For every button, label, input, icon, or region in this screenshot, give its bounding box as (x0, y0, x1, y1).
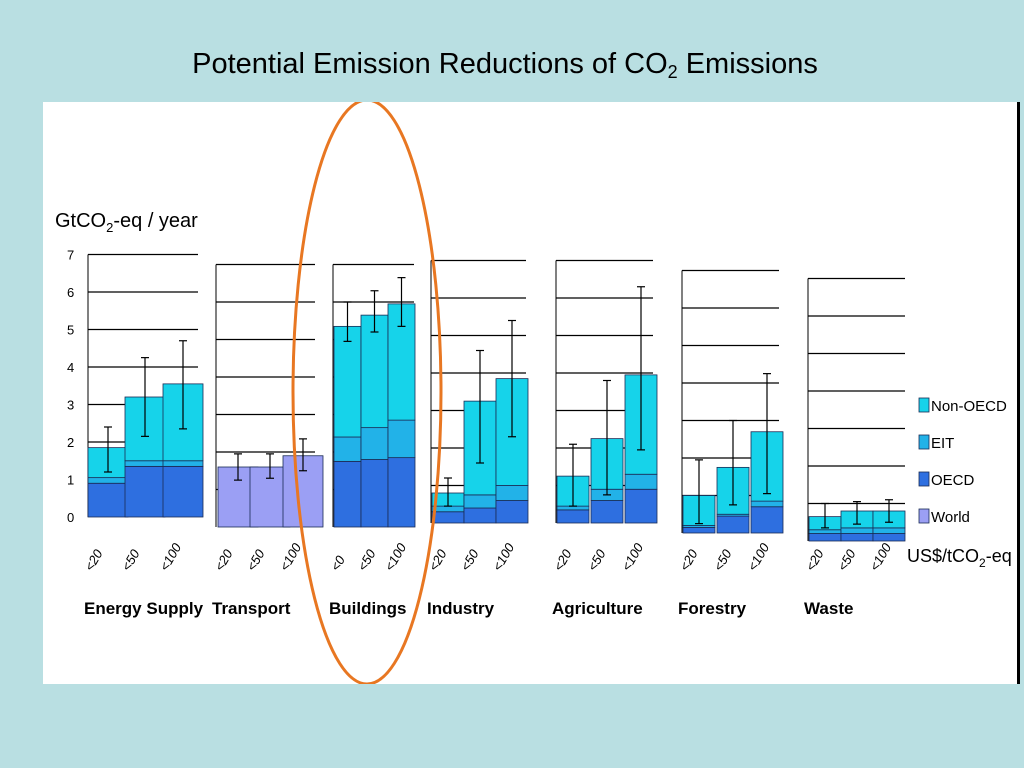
bar-energy-supply-eit-1 (87, 477, 129, 484)
price-tick-label: <100 (490, 540, 518, 574)
price-tick-label: <20 (82, 546, 106, 573)
y-tick-label: 7 (67, 248, 74, 263)
sector-label-transport: Transport (212, 599, 291, 618)
legend-swatch-non-oecd (918, 397, 930, 413)
legend-swatch-eit (918, 434, 930, 450)
bar-buildings-eit-3 (387, 419, 416, 459)
legend-label-eit: EIT (931, 435, 954, 452)
bar-waste-oecd-3 (872, 533, 906, 542)
bar-forestry-eit-3 (750, 500, 784, 508)
bar-waste-oecd-1 (808, 533, 842, 542)
y-tick-label: 0 (67, 510, 74, 525)
bar-agriculture-oecd-3 (624, 488, 658, 524)
bar-industry-oecd-2 (463, 507, 497, 524)
error-bars-layer (104, 277, 893, 529)
bar-industry-oecd-3 (495, 500, 529, 524)
legend: Non-OECD EIT OECD World (918, 397, 1007, 526)
sector-label-buildings: Buildings (329, 599, 406, 618)
price-tick-label: <50 (711, 546, 735, 573)
price-tick-label: <100 (745, 540, 773, 574)
y-tick-label: 1 (67, 473, 74, 488)
slide-title-end: Emissions (677, 48, 818, 80)
bar-agriculture-oecd-2 (590, 500, 624, 524)
bar-buildings-eit-2 (360, 427, 389, 460)
price-tick-label: <20 (212, 546, 236, 573)
legend-swatch-oecd (918, 471, 930, 487)
sector-label-waste: Waste (804, 599, 853, 618)
sector-label-forestry: Forestry (678, 599, 747, 618)
bar-energy-supply-oecd-3 (162, 465, 204, 518)
buildings-highlight-ellipse (291, 102, 443, 684)
price-tick-label: <100 (619, 540, 647, 574)
price-tick-label: <100 (157, 540, 185, 574)
y-axis-label: GtCO2-eq / year (55, 210, 198, 235)
bar-energy-supply-oecd-2 (124, 465, 166, 518)
price-tick-label: <20 (551, 546, 575, 573)
sector-label-agriculture: Agriculture (552, 599, 643, 618)
bar-buildings-oecd-1 (333, 460, 362, 528)
bar-industry-eit-2 (463, 494, 497, 509)
bar-forestry-oecd-2 (716, 515, 750, 534)
y-tick-label: 6 (67, 285, 74, 300)
legend-label-non-oecd: Non-OECD (931, 398, 1007, 415)
bar-energy-supply-oecd-1 (87, 482, 129, 518)
sector-label-industry: Industry (427, 599, 495, 618)
price-tick-label: <50 (119, 546, 143, 573)
bar-buildings-non-oecd-1 (333, 325, 362, 438)
bar-buildings-oecd-2 (360, 459, 389, 528)
bar-industry-oecd-1 (431, 511, 465, 524)
price-tick-label: <50 (585, 546, 609, 573)
chart-panel: GtCO2-eq / year US$/tCO2-eq 0 1 2 3 4 5 6 7 <20 <… (43, 102, 1020, 684)
bar-buildings-non-oecd-2 (360, 314, 389, 429)
price-tick-label: <50 (835, 546, 859, 573)
price-tick-label: <20 (677, 546, 701, 573)
y-tick-label: 3 (67, 398, 74, 413)
bar-agriculture-eit-3 (624, 473, 658, 490)
slide-title-main: Potential Emission Reductions of CO (192, 48, 668, 80)
bar-buildings-oecd-3 (387, 457, 416, 528)
bars-layer (87, 303, 906, 542)
price-tick-label: <100 (867, 540, 895, 574)
bar-waste-eit-3 (872, 527, 906, 534)
bar-energy-supply-eit-2 (124, 460, 166, 467)
bar-industry-eit-3 (495, 485, 529, 501)
slide-title: Potential Emission Reductions of CO2 Emi… (0, 48, 1010, 83)
bar-agriculture-oecd-1 (556, 509, 590, 524)
y-tick-label: 5 (67, 323, 74, 338)
bar-buildings-eit-1 (333, 436, 362, 462)
slide-title-subscript: 2 (667, 62, 678, 82)
emission-reductions-chart: GtCO2-eq / year US$/tCO2-eq 0 1 2 3 4 5 6 7 <20 <… (55, 102, 1012, 684)
price-tick-label: <0 (328, 552, 349, 573)
y-tick-label: 2 (67, 435, 74, 450)
bar-waste-oecd-2 (840, 533, 874, 542)
y-tick-label: 4 (67, 360, 74, 375)
bar-forestry-oecd-1 (682, 526, 716, 534)
price-tick-label: <50 (355, 546, 379, 573)
price-tick-label: <100 (277, 540, 305, 574)
price-tick-label: <50 (244, 546, 268, 573)
bar-waste-eit-2 (840, 527, 874, 534)
bar-waste-eit-1 (808, 529, 842, 534)
price-tick-label: <20 (803, 546, 827, 573)
bar-energy-supply-eit-3 (162, 460, 204, 467)
legend-label-world: World (931, 509, 970, 526)
price-tick-label: <100 (382, 540, 410, 574)
price-tick-label: <50 (458, 546, 482, 573)
bar-forestry-oecd-3 (750, 506, 784, 534)
legend-label-oecd: OECD (931, 472, 975, 489)
sector-label-energy-supply: Energy Supply (84, 599, 204, 618)
x-unit-label: US$/tCO2-eq (907, 546, 1012, 570)
bar-industry-eit-1 (431, 505, 465, 513)
legend-swatch-world (918, 508, 930, 524)
